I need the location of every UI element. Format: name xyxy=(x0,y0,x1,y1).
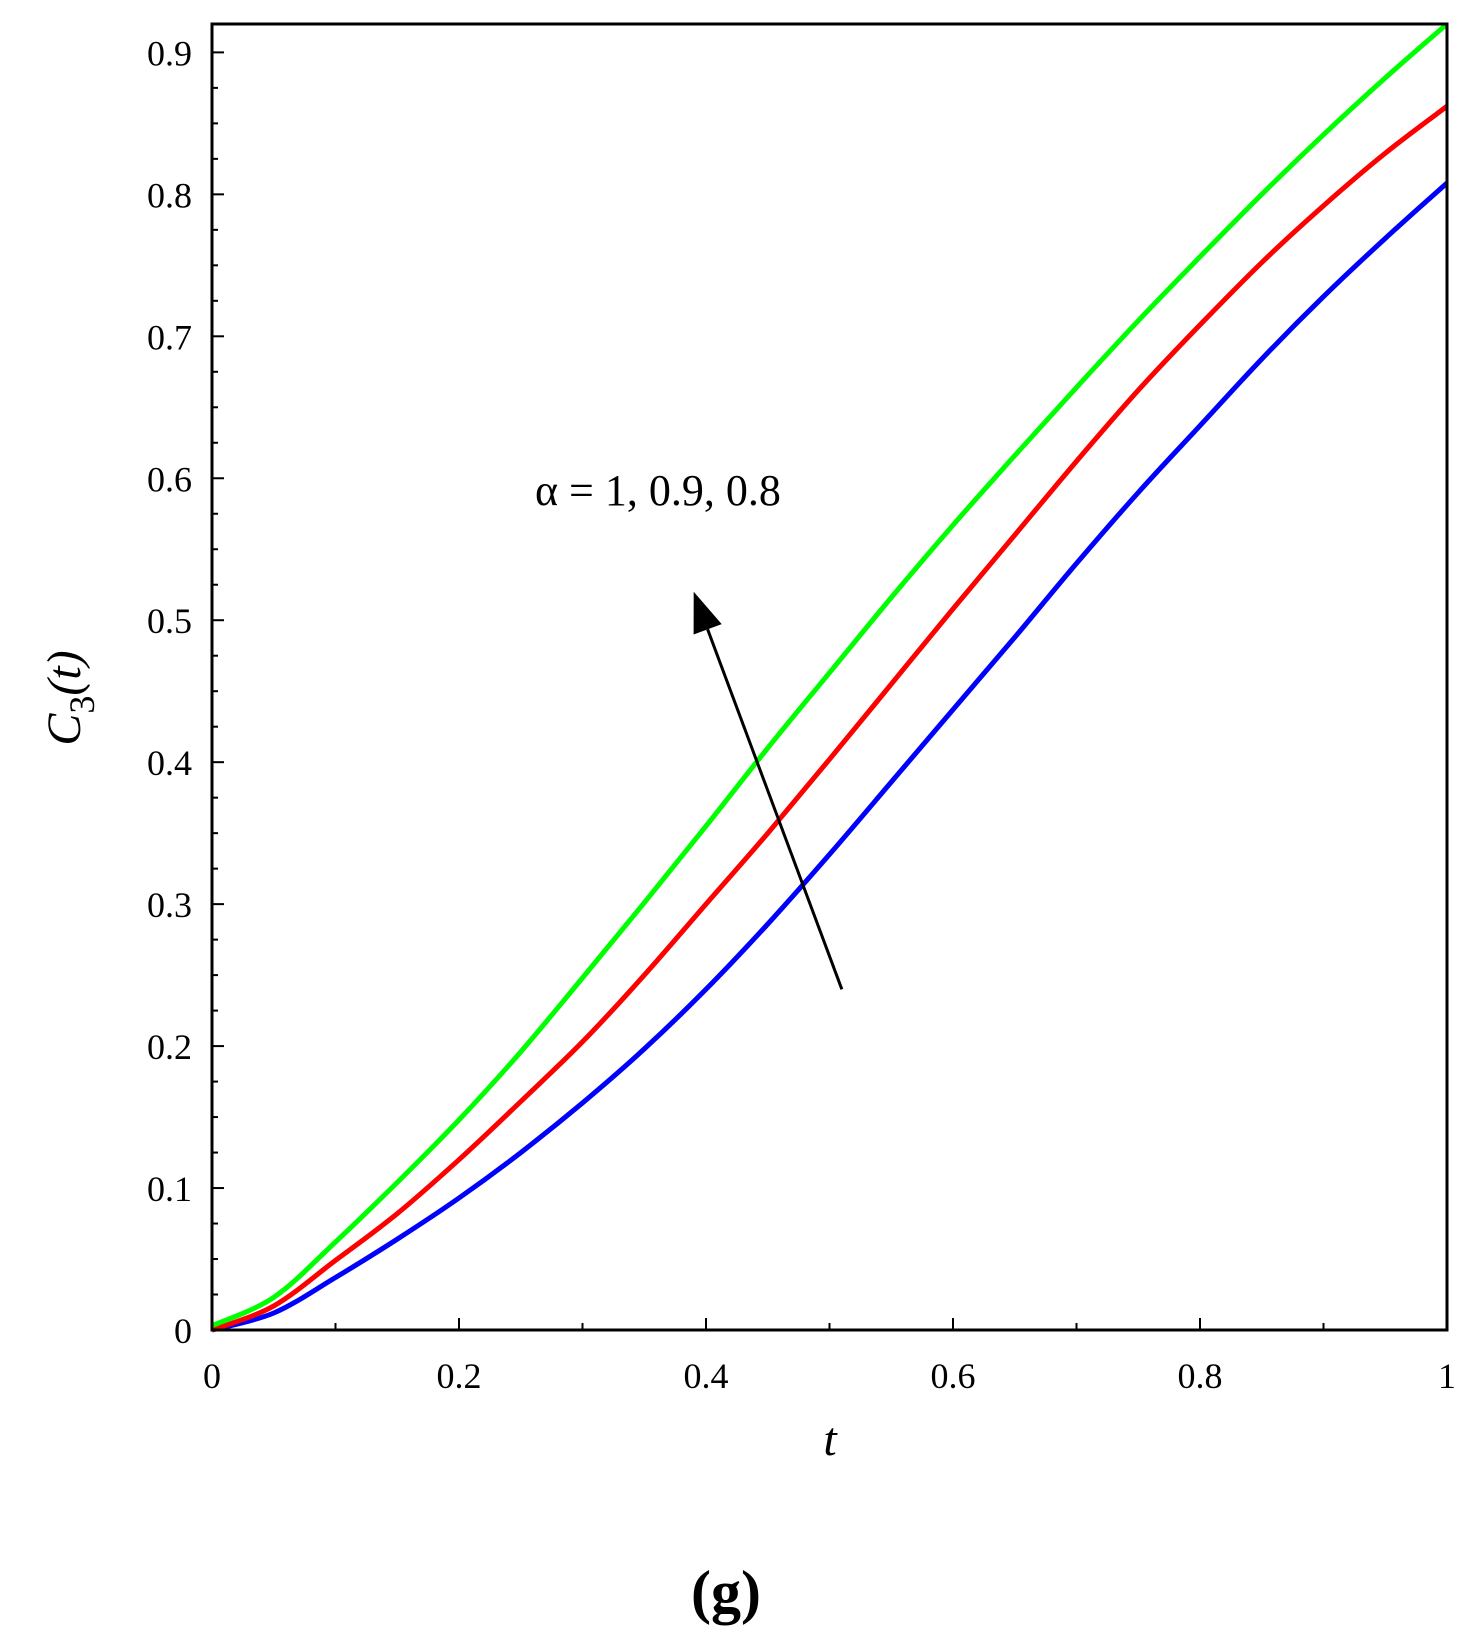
y-tick-label: 0 xyxy=(174,1311,192,1351)
y-tick-label: 0.5 xyxy=(147,601,192,641)
y-axis-label-argument: (t) xyxy=(38,650,91,695)
plot-frame xyxy=(210,22,1449,1332)
y-tick-label: 0.3 xyxy=(147,885,192,925)
y-tick-label: 0.6 xyxy=(147,459,192,499)
x-tick-label: 0.8 xyxy=(1178,1356,1223,1396)
x-tick-label: 0 xyxy=(203,1356,221,1396)
panel-label: (g) xyxy=(691,1559,761,1625)
series-line-2 xyxy=(211,104,1449,1333)
series-line-3 xyxy=(210,22,1449,1328)
annotation-layer: α = 1, 0.9, 0.8 xyxy=(535,466,844,990)
series-line-1 xyxy=(211,181,1449,1333)
y-tick-label: 0.9 xyxy=(147,33,192,73)
y-axis-label-main: C xyxy=(38,713,91,746)
y-tick-label: 0.7 xyxy=(147,317,192,357)
x-tick-label: 1 xyxy=(1438,1356,1456,1396)
y-tick-label: 0.8 xyxy=(147,175,192,215)
x-tick-label: 0.6 xyxy=(931,1356,976,1396)
x-tick-label: 0.4 xyxy=(684,1356,729,1396)
x-tick-label: 0.2 xyxy=(437,1356,482,1396)
annotation-text: α = 1, 0.9, 0.8 xyxy=(535,466,781,515)
y-tick-label: 0.2 xyxy=(147,1027,192,1067)
series-layer xyxy=(210,22,1449,1333)
ticks-layer: 0 0.2 0.4 0.6 0.8 1 0 0.1 0.2 0.3 0.4 0.5 0.6 0.7 0.8 0… xyxy=(147,33,1456,1396)
y-axis-label: C3(t) xyxy=(38,650,102,745)
y-axis-label-subscript: 3 xyxy=(62,696,102,714)
annotation-arrow-shaft xyxy=(706,628,844,990)
annotation-arrow-head xyxy=(693,591,722,635)
x-axis-label: t xyxy=(823,1413,838,1466)
y-tick-label: 0.1 xyxy=(147,1169,192,1209)
y-tick-label: 0.4 xyxy=(147,743,192,783)
